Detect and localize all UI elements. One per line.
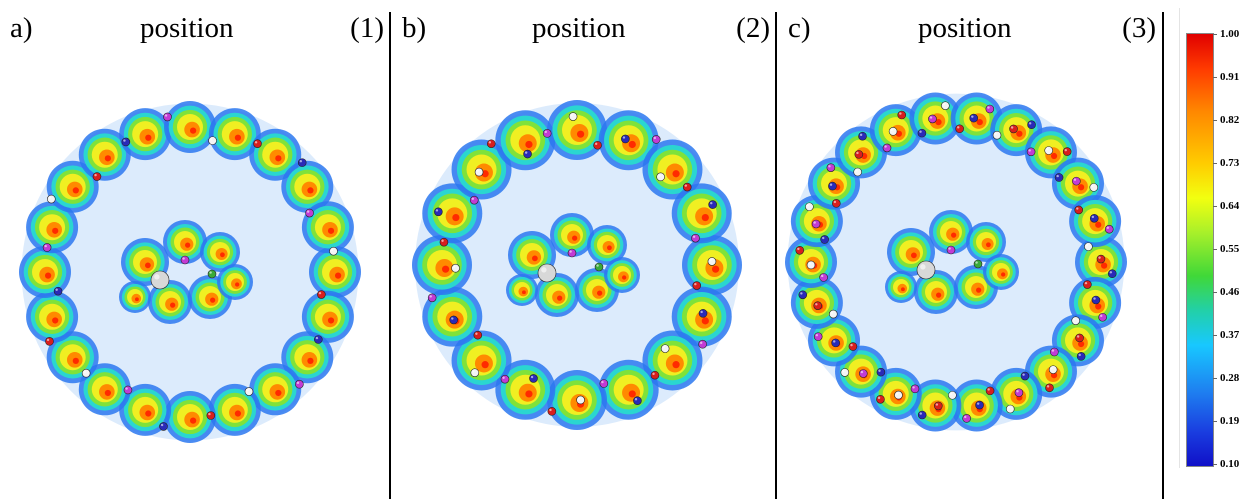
colorbar-tick xyxy=(1213,77,1217,78)
colorbar-tick-label: 0.64 xyxy=(1220,200,1240,212)
colorbar-tick-label: 0.73 xyxy=(1220,157,1240,169)
panel-c: c) position (3) xyxy=(778,0,1162,499)
colorbar-tick xyxy=(1213,464,1217,465)
panel-a-number: (1) xyxy=(350,12,384,44)
colorbar-tick xyxy=(1213,249,1217,250)
panel-c-density-map xyxy=(785,92,1127,432)
panel-a-density-map xyxy=(19,101,361,443)
colorbar-tick-label: 0.46 xyxy=(1220,286,1240,298)
panel-a: a) position (1) xyxy=(0,0,390,499)
colorbar-tick xyxy=(1213,163,1217,164)
panel-a-title: position xyxy=(140,12,234,44)
density-ring xyxy=(19,101,361,443)
panel-divider xyxy=(775,12,777,499)
colorbar-tick-label: 1.00 xyxy=(1220,28,1240,40)
central-molecule xyxy=(119,220,253,324)
colorbar-tick-label: 0.82 xyxy=(1220,114,1240,126)
colorbar-tick-label: 0.37 xyxy=(1220,329,1240,341)
colorbar-tick-label: 0.28 xyxy=(1220,372,1240,384)
panel-b-title: position xyxy=(532,12,626,44)
central-molecule xyxy=(885,210,1019,314)
panel-divider xyxy=(1162,12,1164,499)
colorbar-tick xyxy=(1213,378,1217,379)
panel-c-tag: c) xyxy=(788,12,811,44)
panel-c-title: position xyxy=(918,12,1012,44)
colorbar-tick-label: 0.55 xyxy=(1220,243,1240,255)
colorbar-guide-line xyxy=(1179,8,1180,468)
colorbar-tick xyxy=(1213,34,1217,35)
central-molecule xyxy=(506,213,640,317)
panel-a-tag: a) xyxy=(10,12,33,44)
colorbar-tick xyxy=(1213,292,1217,293)
panel-c-number: (3) xyxy=(1122,12,1156,44)
colorbar-tick-label: 0.19 xyxy=(1220,415,1240,427)
panel-b-tag: b) xyxy=(402,12,427,44)
colorbar-tick-label: 0.10 xyxy=(1220,458,1240,470)
colorbar-tick xyxy=(1213,120,1217,121)
colorbar-gradient xyxy=(1186,33,1214,467)
density-ring xyxy=(785,92,1127,432)
colorbar-tick xyxy=(1213,421,1217,422)
panel-b-density-map xyxy=(412,100,742,430)
panel-b: b) position (2) xyxy=(392,0,776,499)
panel-b-number: (2) xyxy=(736,12,770,44)
colorbar-tick-label: 0.91 xyxy=(1220,71,1240,83)
colorbar: 1.00 0.91 0.82 0.73 0.64 0.55 0.46 0.37 0.28 0.19… xyxy=(1166,0,1252,499)
density-ring xyxy=(412,100,742,430)
panel-divider xyxy=(389,12,391,499)
colorbar-tick xyxy=(1213,335,1217,336)
colorbar-tick xyxy=(1213,206,1217,207)
